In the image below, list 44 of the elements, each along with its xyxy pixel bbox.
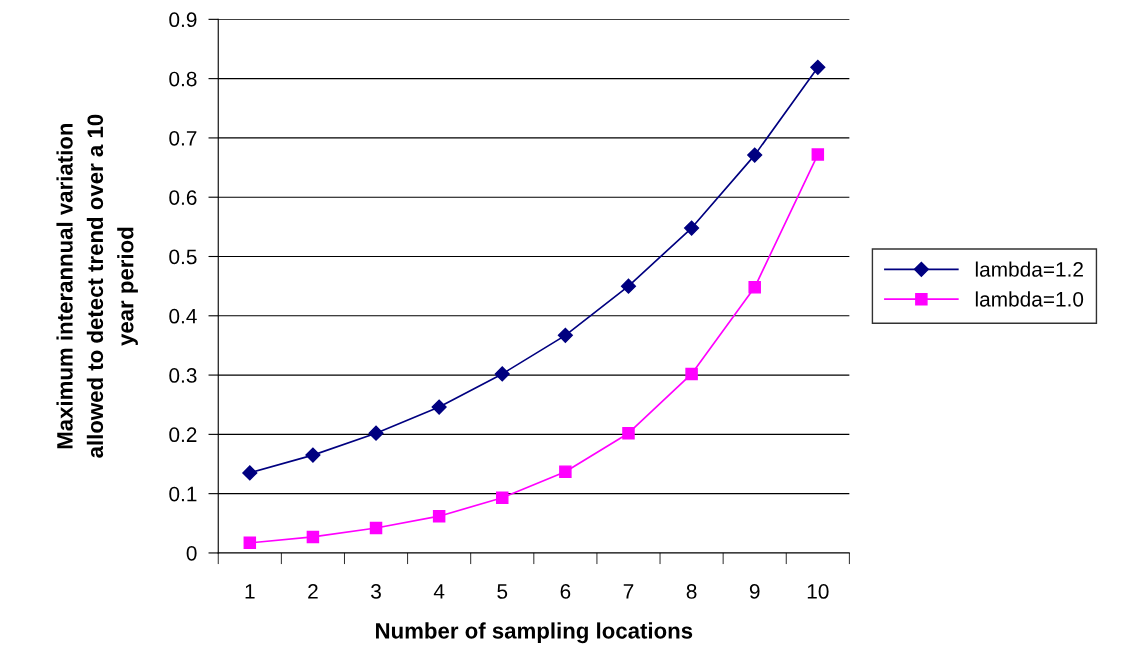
point [243,536,257,550]
y-axis-title: Maximum interannual variation allowed to detect trend over a 10 year period [56,114,138,458]
x-tick-label: 5 [497,584,508,599]
point [432,509,446,523]
point [748,281,761,294]
point [559,465,572,478]
point [368,425,384,441]
y-tick-label: 0 [186,545,197,561]
x-tick-label: 2 [308,584,318,599]
y-tick-label: 0.8 [169,71,197,87]
y-tick-label: 0.3 [169,368,197,383]
point [496,491,509,505]
y-tick-label: 0.1 [169,486,197,502]
x-tick-label: 4 [433,584,445,599]
x-axis-title: Number of sampling locations [376,622,693,644]
point [622,426,635,440]
point [557,327,573,343]
point [306,530,320,544]
x-tick-label: 6 [560,584,571,599]
point [747,147,763,163]
x-tick-label: 7 [623,584,634,599]
x-tick-label: 9 [749,584,760,599]
x-tick-label: 8 [686,584,697,599]
point [810,59,826,75]
x-tick-label: 10 [807,584,829,599]
y-tick-label: 0.2 [169,427,197,443]
point [305,447,321,463]
y-tick-label: 0.9 [169,12,197,28]
point [811,148,825,161]
point [494,366,510,382]
point [685,367,698,381]
x-tick-label: 3 [371,584,381,599]
point [620,278,637,294]
x-tick-label: 1 [245,584,255,599]
y-tick-label: 0.6 [169,190,197,205]
point [242,465,258,481]
y-tick-label: 0.5 [169,249,197,265]
y-tick-label: 0.4 [169,308,197,324]
point [369,521,383,535]
point [431,399,447,415]
point [684,220,700,236]
legend-label: lambda=1.0 [975,291,1084,307]
legend-label: lambda=1.2 [975,261,1083,277]
y-tick-label: 0.7 [169,130,197,146]
